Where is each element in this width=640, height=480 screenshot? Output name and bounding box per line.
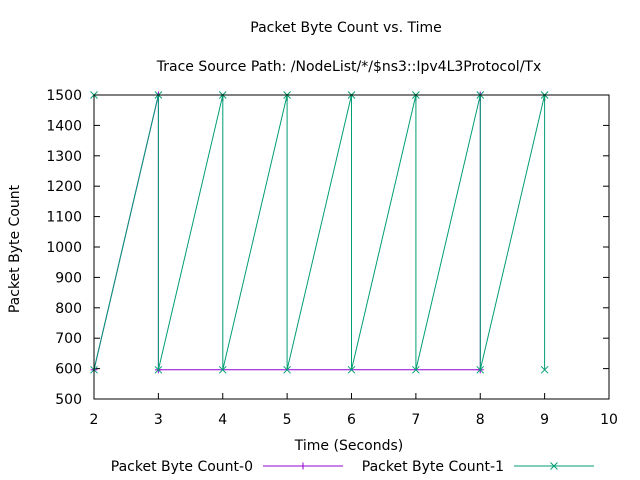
series-1 xyxy=(90,91,549,374)
y-tick-label-8: 1300 xyxy=(46,149,82,165)
legend-item-1: Packet Byte Count-1 xyxy=(362,459,594,475)
series-1-point-5 xyxy=(218,365,227,374)
legend-marker-1 xyxy=(550,462,558,470)
series-1-point-11 xyxy=(412,365,420,374)
x-tick-label-3: 5 xyxy=(283,412,292,428)
legend-item-0: Packet Byte Count-0 xyxy=(111,459,343,475)
plot-area xyxy=(90,91,549,374)
legend-label-0: Packet Byte Count-0 xyxy=(111,459,253,475)
x-tick-label-5: 7 xyxy=(411,412,420,428)
legend: Packet Byte Count-0 Packet Byte Count-1 xyxy=(111,459,594,475)
x-tick-label-2: 4 xyxy=(218,412,227,428)
y-axis-label: Packet Byte Count xyxy=(7,184,23,313)
series-1-line xyxy=(93,94,546,370)
x-tick-label-1: 3 xyxy=(154,412,163,428)
y-tick-label-1: 600 xyxy=(55,362,82,378)
y-tick-label-6: 1100 xyxy=(46,210,82,226)
x-tick-label-7: 9 xyxy=(540,412,549,428)
series-1-point-13 xyxy=(476,365,485,374)
y-tick-label-5: 1000 xyxy=(46,240,82,256)
legend-marker-0 xyxy=(299,462,307,470)
y-tick-label-0: 500 xyxy=(55,392,82,408)
legend-label-1: Packet Byte Count-1 xyxy=(362,459,504,475)
series-1-point-15 xyxy=(540,365,549,374)
x-tick-label-6: 8 xyxy=(476,412,485,428)
y-tick-label-9: 1400 xyxy=(46,118,82,134)
y-tick-label-10: 1500 xyxy=(46,88,82,104)
series-1-point-7 xyxy=(283,365,291,374)
series-1-point-9 xyxy=(347,365,356,374)
chart-title: Packet Byte Count vs. Time xyxy=(250,20,441,36)
y-tick-label-4: 900 xyxy=(55,270,82,286)
x-tick-label-8: 10 xyxy=(600,412,618,428)
x-tick-label-4: 6 xyxy=(347,412,356,428)
chart-subtitle: Trace Source Path: /NodeList/*/$ns3::Ipv… xyxy=(156,59,542,75)
x-axis-label: Time (Seconds) xyxy=(294,438,403,454)
axis-ticks: 2 3 4 5 6 7 8 9 10 500 600 700 800 900 1000 1100 1200 130… xyxy=(46,88,618,428)
y-tick-label-3: 800 xyxy=(55,301,82,317)
x-tick-label-0: 2 xyxy=(90,412,99,428)
y-tick-label-7: 1200 xyxy=(46,179,82,195)
y-tick-label-2: 700 xyxy=(55,331,82,347)
plot-frame xyxy=(93,94,610,400)
series-1-point-3 xyxy=(154,365,163,374)
